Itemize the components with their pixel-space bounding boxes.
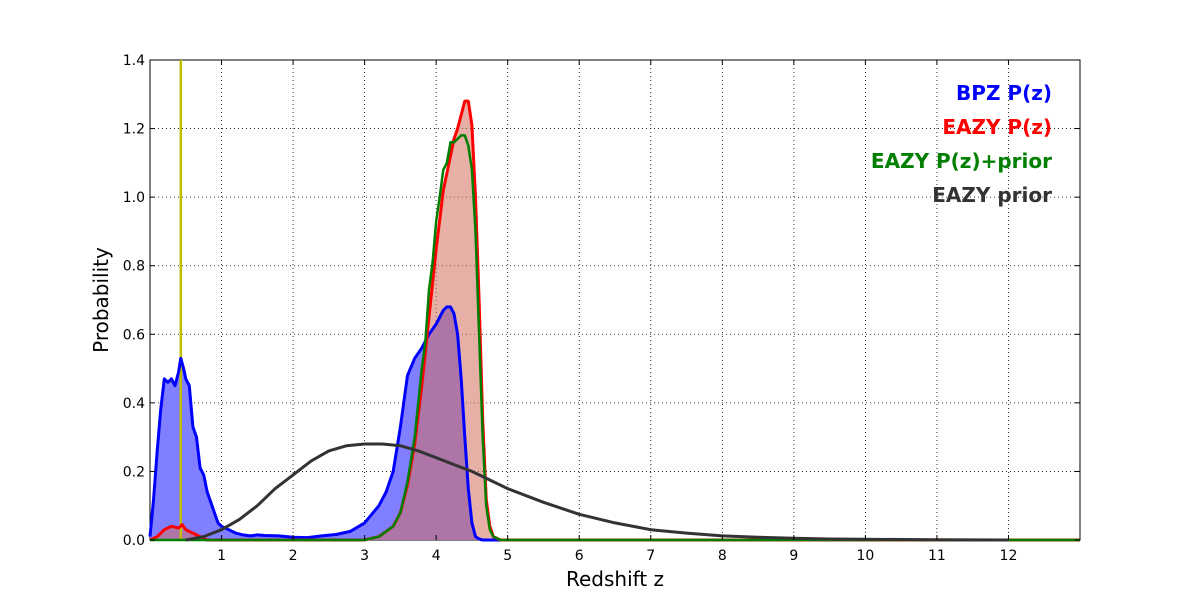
x-tick-label: 4 [432,548,441,564]
plot-frame [149,59,1081,541]
y-axis-title: Probability [89,247,113,353]
eazy-p-z-prior-line [150,134,1080,542]
x-tick-label: 6 [575,548,584,564]
y-tick-label: 0.8 [123,259,145,275]
y-tick-label: 0.0 [123,533,145,549]
y-tick-label: 1.0 [123,190,145,206]
legend-entry-eazy-p-z-prior: EAZY P(z)+prior [871,149,1052,173]
legend-entry-eazy-p-z: EAZY P(z) [942,115,1052,139]
x-tick-label: 12 [1000,548,1018,564]
tick-layer: 1 2 3 4 5 6 7 8 9 10 11 120.00.20.40.60.81.01.21.4 [123,53,1080,564]
x-tick-label: 10 [856,548,874,564]
series-layer [148,60,1080,542]
x-tick-label: 2 [289,548,298,564]
x-tick-label: 11 [928,548,946,564]
y-tick-label: 0.4 [123,396,145,412]
y-tick-label: 1.2 [123,122,145,138]
bpz-p-z-line [148,305,1080,542]
bpz-p-z-area [150,306,1080,540]
x-tick-label: 5 [503,548,512,564]
y-tick-label: 1.4 [123,53,145,69]
x-axis-title: Redshift z [566,567,664,591]
legend-entry-eazy-prior: EAZY prior [932,183,1052,207]
x-tick-label: 8 [718,548,727,564]
y-tick-label: 0.6 [123,327,145,343]
legend: BPZ P(z) EAZY P(z) EAZY P(z)+prior EAZY pri… [871,81,1052,207]
eazy-prior-line [185,442,1009,542]
y-tick-label: 0.2 [123,464,145,480]
legend-entry-bpz-p-z: BPZ P(z) [956,81,1052,105]
grid-layer [150,60,1080,540]
x-tick-label: 7 [646,548,655,564]
x-tick-label: 9 [789,548,798,564]
x-tick-label: 1 [217,548,226,564]
x-tick-label: 3 [360,548,369,564]
